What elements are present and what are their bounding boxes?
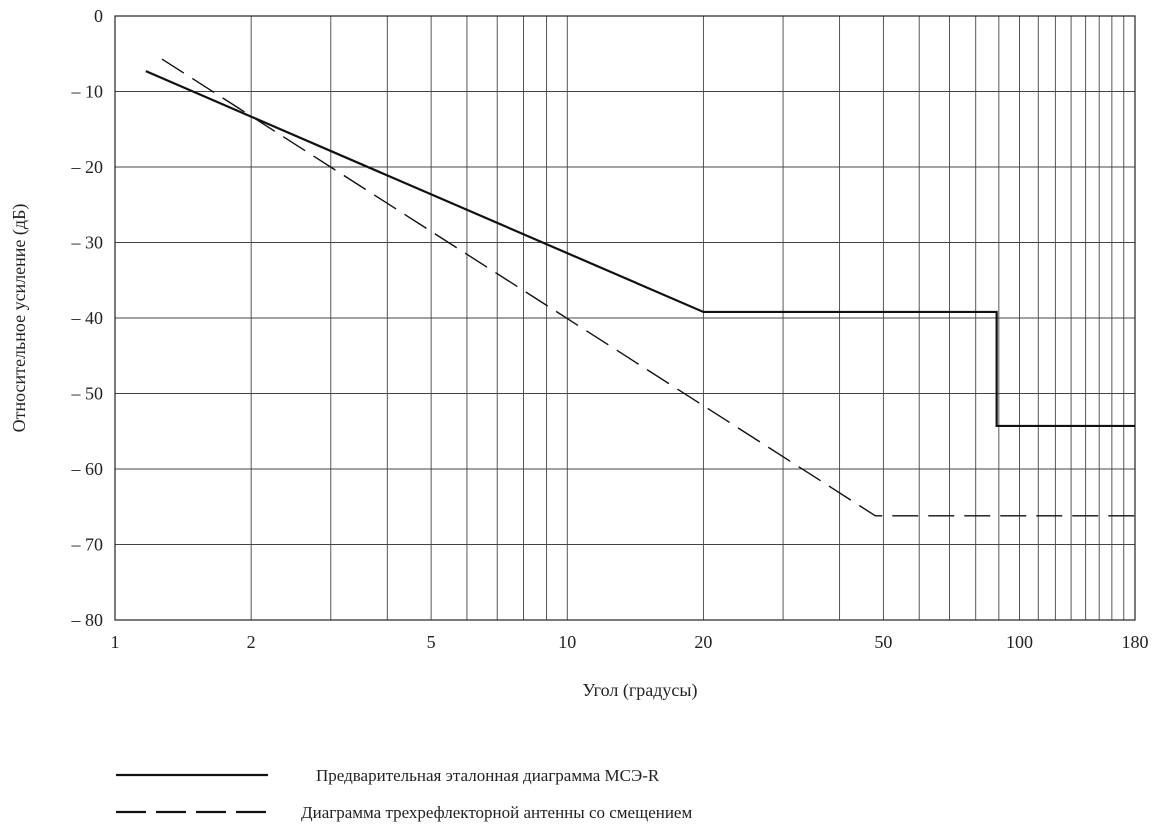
y-tick-label: – 10 bbox=[71, 82, 104, 102]
plot-frame bbox=[114, 15, 1136, 621]
y-tick-label: – 50 bbox=[71, 384, 104, 404]
series-line-dashed bbox=[161, 58, 1135, 517]
y-tick-label: – 60 bbox=[71, 459, 104, 479]
x-tick-label: 100 bbox=[1006, 632, 1033, 652]
x-tick-label: 20 bbox=[694, 632, 712, 652]
x-tick-label: 180 bbox=[1122, 632, 1149, 652]
y-tick-label: – 80 bbox=[71, 610, 104, 630]
x-tick-label: 50 bbox=[874, 632, 892, 652]
x-tick-label: 10 bbox=[558, 632, 576, 652]
y-axis-label: Относительное усиление (дБ) bbox=[9, 204, 30, 433]
tick-labels: 1 2 5 10 20 50 100 180 0 – 10 – 20 – 30 – 40 – 50 – 60… bbox=[71, 6, 1149, 652]
x-axis-label: Угол (градусы) bbox=[583, 680, 698, 701]
legend-label-dashed: Диаграмма трехрефлекторной антенны со см… bbox=[301, 803, 692, 822]
y-tick-label: – 20 bbox=[71, 157, 104, 177]
y-tick-label: – 70 bbox=[71, 535, 104, 555]
legend: Предварительная эталонная диаграмма МСЭ-… bbox=[116, 766, 692, 822]
y-tick-label: – 30 bbox=[71, 233, 104, 253]
y-tick-label: 0 bbox=[94, 6, 103, 26]
series-lines bbox=[145, 58, 1135, 517]
x-tick-label: 2 bbox=[247, 632, 256, 652]
series-line-solid bbox=[145, 70, 1135, 428]
x-tick-label: 5 bbox=[427, 632, 436, 652]
legend-label-solid: Предварительная эталонная диаграмма МСЭ-… bbox=[316, 766, 660, 785]
grid-lines bbox=[115, 16, 1135, 620]
y-tick-label: – 40 bbox=[71, 308, 104, 328]
x-tick-label: 1 bbox=[111, 632, 120, 652]
